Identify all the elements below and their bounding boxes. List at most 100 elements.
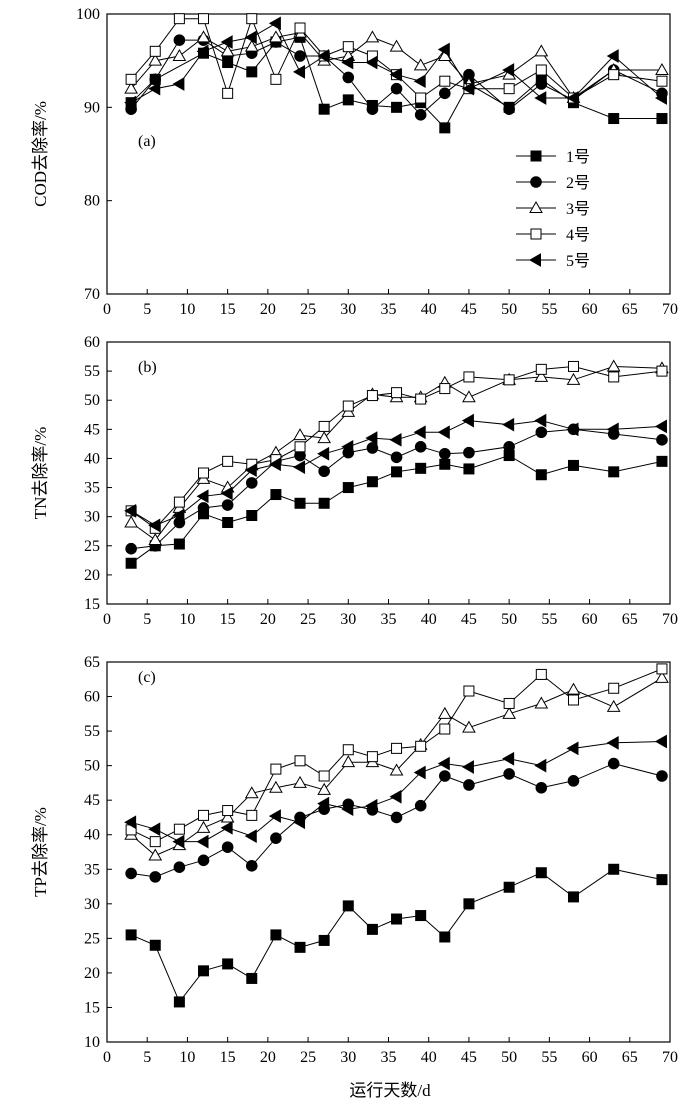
data-point [503, 881, 515, 893]
data-point [245, 477, 258, 489]
data-point [220, 35, 233, 49]
x-tick-label: 70 [662, 611, 678, 628]
data-point [173, 496, 185, 508]
data-point [391, 101, 403, 113]
x-tick-label: 30 [340, 611, 356, 628]
data-point [437, 706, 452, 719]
data-point [607, 757, 620, 770]
data-point [220, 486, 233, 501]
data-point [125, 557, 137, 569]
data-point [245, 860, 258, 872]
data-point [149, 45, 161, 57]
y-tick-label: 60 [84, 689, 100, 706]
plot-frame [106, 341, 671, 605]
data-point [608, 682, 620, 694]
series-5 [124, 734, 667, 849]
data-point [246, 809, 258, 821]
data-point [535, 426, 548, 439]
data-point [463, 685, 475, 697]
data-point [608, 863, 620, 875]
data-point [567, 775, 580, 787]
data-point [173, 823, 185, 835]
y-axis-label: TP去除率/% [31, 807, 50, 897]
y-tick-label: 35 [84, 861, 100, 878]
x-tick-label: 0 [103, 301, 111, 318]
x-tick-label: 40 [421, 301, 437, 318]
data-point [413, 425, 426, 440]
legend-item: 2号 [516, 174, 590, 192]
y-axis-label: COD去除率/% [31, 101, 50, 207]
x-tick-label: 65 [622, 301, 638, 318]
data-point [318, 465, 330, 478]
series-5 [124, 413, 667, 533]
x-tick-label: 10 [179, 611, 195, 628]
data-point [149, 836, 161, 848]
data-point [270, 929, 282, 941]
data-point [341, 55, 354, 70]
data-point [439, 458, 451, 470]
data-point [413, 74, 426, 89]
data-point [390, 451, 403, 464]
data-point [502, 751, 515, 766]
data-point [391, 742, 403, 754]
data-point [606, 49, 619, 63]
y-tick-label: 35 [84, 480, 100, 497]
data-point [567, 459, 579, 471]
data-point [391, 913, 403, 925]
data-point [220, 810, 235, 823]
data-point [173, 34, 186, 46]
data-point [608, 466, 620, 478]
x-tick-label: 35 [381, 611, 397, 628]
data-point [198, 809, 210, 821]
data-point [463, 898, 475, 910]
data-point [567, 360, 579, 372]
data-point [463, 779, 475, 791]
data-point [608, 113, 620, 125]
data-point [317, 782, 332, 795]
y-tick-label: 55 [84, 723, 100, 740]
data-point [462, 720, 476, 733]
series-3 [124, 670, 669, 861]
data-point [414, 441, 427, 453]
data-point [148, 848, 163, 861]
data-point [535, 363, 547, 375]
data-point [149, 939, 161, 951]
data-point [124, 95, 137, 110]
series-line [130, 741, 663, 843]
data-point [293, 775, 307, 788]
legend-marker [530, 228, 542, 240]
y-tick-label: 10 [84, 1034, 100, 1051]
legend-item: 3号 [516, 200, 590, 218]
x-tick-label: 50 [501, 1049, 517, 1066]
x-tick-label: 25 [300, 1049, 316, 1066]
data-point [149, 73, 162, 86]
x-tick-label: 5 [143, 1049, 151, 1066]
y-tick-label: 15 [84, 596, 100, 613]
x-tick-label: 35 [381, 301, 397, 318]
y-tick-label: 50 [84, 392, 100, 409]
data-point [342, 900, 354, 912]
data-point [269, 780, 283, 793]
data-point [439, 383, 451, 395]
data-point [415, 393, 427, 405]
data-point [566, 372, 581, 385]
x-tick-label: 5 [143, 611, 151, 628]
y-tick-label: 100 [76, 6, 100, 23]
data-point [365, 30, 380, 43]
data-point [461, 413, 474, 428]
data-point [246, 66, 258, 78]
data-point [125, 867, 137, 880]
panel-label: (c) [138, 669, 156, 686]
data-point [172, 508, 185, 523]
data-point [246, 510, 258, 522]
data-point [656, 663, 668, 675]
data-point [656, 365, 668, 377]
data-point [414, 799, 427, 812]
data-point [439, 447, 451, 460]
data-point [196, 834, 209, 849]
data-point [439, 75, 451, 87]
data-point [567, 694, 579, 706]
x-tick-label: 55 [541, 1049, 557, 1066]
data-point [246, 972, 258, 984]
